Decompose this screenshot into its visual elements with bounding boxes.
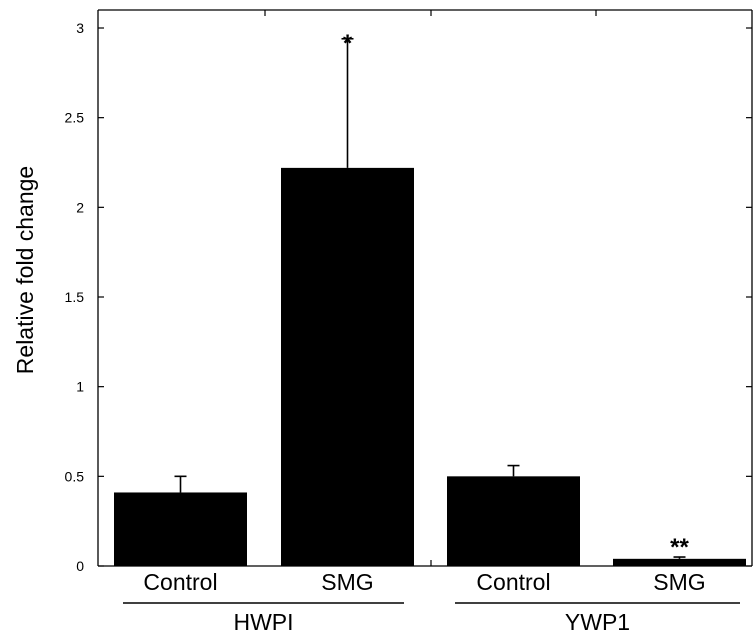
- x-tick-label: Control: [476, 569, 550, 595]
- bar: [114, 492, 247, 566]
- group-label: YWP1: [565, 609, 630, 635]
- y-tick-label: 3: [76, 20, 84, 36]
- labels: Control * SMG Control ** SMG HWPI YWP1: [123, 30, 740, 635]
- group-label: HWPI: [233, 609, 293, 635]
- bar: [447, 476, 580, 566]
- y-tick-label: 0: [76, 558, 84, 574]
- bar: [613, 558, 746, 566]
- significance-marker: **: [670, 534, 689, 561]
- y-tick-label: 1: [76, 379, 84, 395]
- y-tick-label: 2.5: [65, 110, 85, 126]
- x-tick-label: SMG: [653, 569, 705, 595]
- y-tick-label: 2: [76, 199, 84, 215]
- significance-marker: *: [343, 30, 353, 57]
- y-tick-label: 1.5: [65, 289, 85, 305]
- y-axis-label: Relative fold change: [12, 166, 38, 374]
- y-tick-label: 0.5: [65, 468, 85, 484]
- bars: [114, 37, 746, 566]
- x-tick-label: Control: [143, 569, 217, 595]
- x-tick-label: SMG: [321, 569, 373, 595]
- bar: [281, 167, 414, 566]
